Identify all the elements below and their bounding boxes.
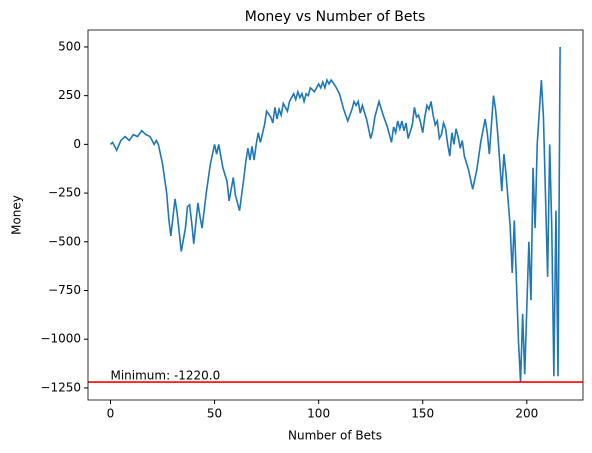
y-tick-label: 250	[58, 88, 81, 102]
x-tick-label: 50	[207, 407, 222, 421]
minimum-annotation: Minimum: -1220.0	[110, 369, 220, 383]
y-tick-label: −500	[48, 234, 81, 248]
y-tick-label: −1250	[40, 380, 81, 394]
y-tick-label: −750	[48, 283, 81, 297]
y-tick-label: −250	[48, 186, 81, 200]
y-tick-label: −1000	[40, 332, 81, 346]
x-tick-label: 150	[411, 407, 434, 421]
plot-frame	[87, 29, 584, 401]
y-tick-label: 0	[73, 137, 81, 151]
chart-title: Money vs Number of Bets	[245, 9, 426, 25]
x-tick-label: 100	[307, 407, 330, 421]
data-line	[109, 46, 561, 383]
x-axis-label: Number of Bets	[288, 429, 382, 443]
y-tick-label: 500	[58, 39, 81, 53]
x-tick-label: 200	[515, 407, 538, 421]
x-tick-label: 0	[107, 407, 115, 421]
y-axis-label: Money	[10, 195, 24, 235]
